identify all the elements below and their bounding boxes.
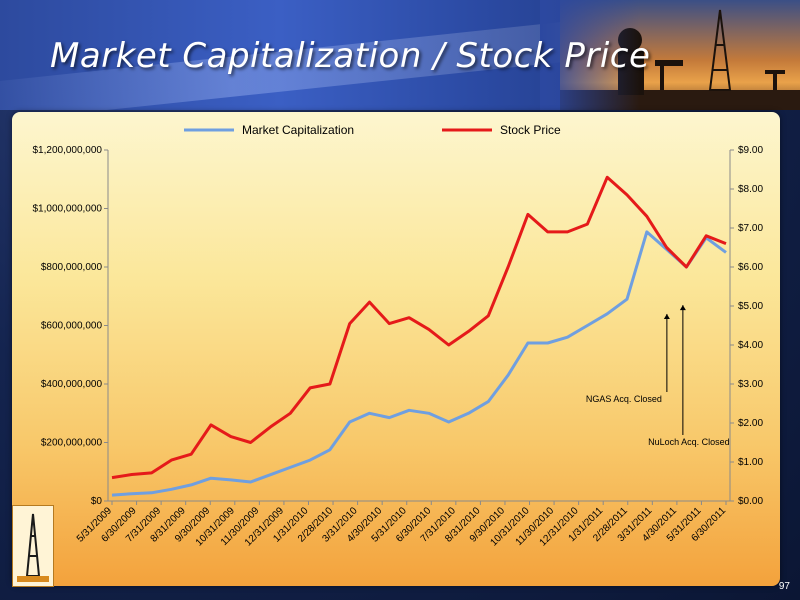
right-tick-label: $5.00 [738,301,763,312]
right-tick-label: $3.00 [738,379,763,390]
chart-panel: $0 $200,000,000 $400,000,000 $600,000,000 $8… [12,112,780,586]
annotation-label: NuLoch Acq. Closed [648,437,730,447]
left-tick-label: $600,000,000 [41,321,103,332]
left-tick-label: $1,200,000,000 [32,145,102,156]
right-tick-label: $4.00 [738,340,763,351]
legend-label: Stock Price [500,123,561,137]
slide-title: Market Capitalization / Stock Price [50,36,651,76]
annotation-arrowhead [679,305,686,311]
left-tick-label: $1,000,000,000 [32,204,102,215]
right-tick-label: $7.00 [738,223,763,234]
left-tick-label: $400,000,000 [41,379,103,390]
legend-label: Market Capitalization [242,123,354,137]
page-number: 97 [778,581,790,592]
annotation-arrowhead [663,313,670,319]
left-tick-label: $200,000,000 [41,438,103,449]
slide-header: Market Capitalization / Stock Price [0,0,800,110]
right-tick-label: $1.00 [738,457,763,468]
series-line-stock-price [111,175,727,480]
derrick-logo-icon [17,513,49,582]
right-tick-label: $8.00 [738,184,763,195]
chart-canvas: $0 $200,000,000 $400,000,000 $600,000,000 $8… [32,123,763,549]
left-tick-label: $0 [91,496,103,507]
company-logo [12,505,54,587]
right-tick-label: $6.00 [738,262,763,273]
left-tick-label: $800,000,000 [41,262,103,273]
right-tick-label: $2.00 [738,418,763,429]
annotation-label: NGAS Acq. Closed [586,394,662,404]
right-tick-label: $0.00 [738,496,763,507]
series-line-market-capitalization [111,230,727,497]
right-tick-label: $9.00 [738,145,763,156]
photo-fade [540,0,640,110]
